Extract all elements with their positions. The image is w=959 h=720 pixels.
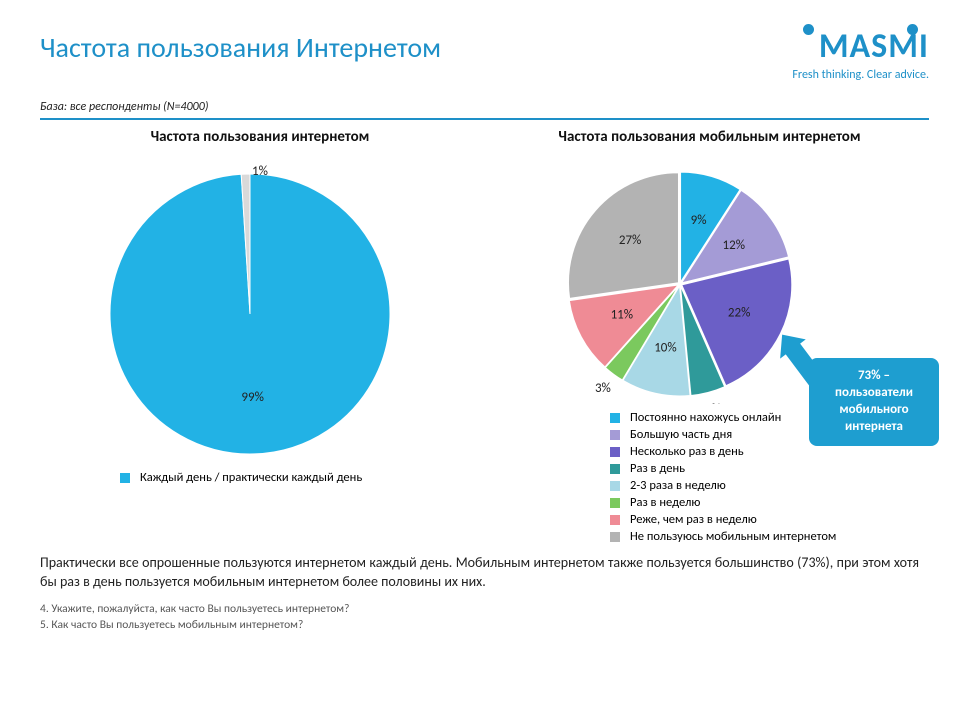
legend-swatch-icon <box>610 413 620 423</box>
pie-label: 12% <box>723 238 745 253</box>
pie-left: 99% 1% <box>40 154 480 464</box>
legend-text: Реже, чем раз в неделю <box>630 512 757 527</box>
pie-label: 99% <box>241 390 263 405</box>
legend-item: Раз в неделю <box>610 495 929 510</box>
legend-text: Большую часть дня <box>630 427 732 442</box>
chart-right-title: Частота пользования мобильным интернетом <box>490 128 929 146</box>
legend-text: Раз в день <box>630 461 685 476</box>
legend-text: 2-3 раза в неделю <box>630 478 726 493</box>
legend-item: Несколько раз в день <box>610 444 929 459</box>
chart-left-title: Частота пользования интернетом <box>40 128 480 146</box>
legend-swatch-icon <box>120 473 130 483</box>
legend-text: Постоянно нахожусь онлайн <box>630 410 781 425</box>
pie-label: 11% <box>611 307 633 322</box>
legend-text: Не пользуюсь мобильным интернетом <box>630 529 836 544</box>
base-note: База: все респонденты (N=4000) <box>40 100 959 114</box>
footnote-1: 4. Укажите, пожалуйста, как часто Вы пол… <box>40 602 919 616</box>
legend-swatch-icon <box>610 464 620 474</box>
logo-dot-icon <box>907 24 918 35</box>
pie-label: 10% <box>654 340 676 355</box>
legend-item: Реже, чем раз в неделю <box>610 512 929 527</box>
legend-swatch-icon <box>610 447 620 457</box>
legend-item: 2-3 раза в неделю <box>610 478 929 493</box>
logo: MASMI Fresh thinking. Clear advice. <box>792 30 929 82</box>
legend-swatch-icon <box>610 430 620 440</box>
pie-label: 27% <box>619 233 641 248</box>
legend-text: Раз в неделю <box>630 495 700 510</box>
legend-item: Раз в день <box>610 461 929 476</box>
body-text: Практически все опрошенные пользуются ин… <box>0 546 959 592</box>
legend-left: Каждый день / практически каждый день <box>120 470 480 485</box>
logo-tagline: Fresh thinking. Clear advice. <box>792 68 929 82</box>
legend-text: Каждый день / практически каждый день <box>140 470 362 485</box>
legend-text: Несколько раз в день <box>630 444 744 459</box>
pie-label: 3% <box>595 381 611 396</box>
legend-swatch-icon <box>610 498 620 508</box>
logo-text: MASMI <box>792 30 929 64</box>
pie-label: 9% <box>691 213 707 228</box>
legend-swatch-icon <box>610 481 620 491</box>
header: Частота пользования Интернетом MASMI Fre… <box>0 0 959 82</box>
legend-item: Каждый день / практически каждый день <box>120 470 480 485</box>
callout-box: 73% – пользователи мобильного интернета <box>809 358 939 446</box>
pie-label: 22% <box>728 305 750 320</box>
pie-label: 1% <box>252 164 268 179</box>
legend-item: Не пользуюсь мобильным интернетом <box>610 529 929 544</box>
page-title: Частота пользования Интернетом <box>40 30 441 65</box>
footnotes: 4. Укажите, пожалуйста, как часто Вы пол… <box>0 592 959 632</box>
chart-right-col: Частота пользования мобильным интернетом… <box>490 128 929 546</box>
footnote-2: 5. Как часто Вы пользуетесь мобильным ин… <box>40 618 919 632</box>
chart-left-col: Частота пользования интернетом 99% 1% Каж… <box>40 128 480 546</box>
legend-swatch-icon <box>610 515 620 525</box>
legend-swatch-icon <box>610 532 620 542</box>
pie-label: 5% <box>705 402 721 404</box>
logo-dot-icon <box>803 24 814 35</box>
charts-row: Частота пользования интернетом 99% 1% Каж… <box>0 120 959 546</box>
